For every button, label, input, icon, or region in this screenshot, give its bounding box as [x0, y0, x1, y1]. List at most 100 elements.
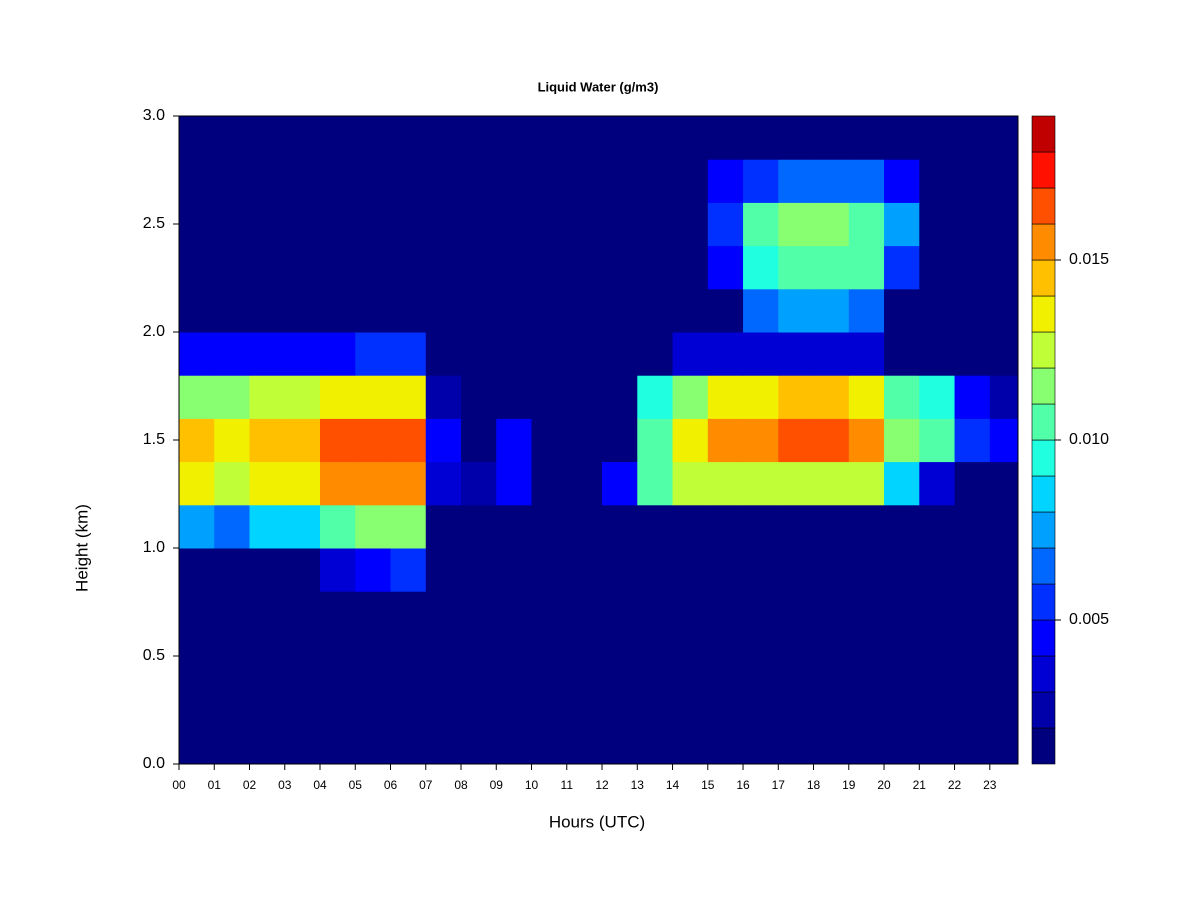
heatmap-cell — [179, 202, 215, 247]
heatmap-cell — [989, 504, 1019, 549]
heatmap-cell — [531, 245, 568, 290]
heatmap-cell — [848, 677, 885, 722]
heatmap-cell — [320, 202, 356, 247]
heatmap-cell — [355, 461, 392, 506]
heatmap-cell — [637, 504, 674, 549]
heatmap-cell — [179, 548, 215, 592]
heatmap-cell — [954, 116, 991, 160]
axes: 00 01 02 03 04 05 06 07 08 09 10 11 12 13 14 15 16 17 18 19… — [143, 107, 1109, 792]
heatmap-cell — [884, 116, 920, 160]
heatmap-cell — [390, 504, 427, 549]
heatmap-cell — [989, 375, 1019, 419]
heatmap-cell — [214, 461, 251, 506]
heatmap-cell — [214, 548, 251, 592]
heatmap-cell — [214, 720, 251, 765]
heatmap-cell — [249, 504, 286, 549]
heatmap-cell — [355, 202, 392, 247]
heatmap-cell — [602, 375, 638, 419]
heatmap-cell — [425, 375, 462, 419]
heatmap-cell — [390, 548, 427, 592]
heatmap-cell — [320, 591, 356, 635]
heatmap-cell — [179, 418, 215, 463]
heatmap-cell — [602, 245, 638, 290]
heatmap-cell — [848, 504, 885, 549]
heatmap-cell — [707, 418, 744, 463]
heatmap-cell — [989, 677, 1019, 722]
heatmap-cell — [320, 720, 356, 765]
heatmap-cell — [461, 720, 497, 765]
colorbar-band — [1031, 403, 1056, 441]
heatmap-cell — [531, 116, 568, 160]
heatmap-cell — [179, 461, 215, 506]
heatmap-cell — [778, 418, 815, 463]
heatmap-cell — [707, 591, 744, 635]
y-tick-label: 2.5 — [143, 215, 165, 232]
heatmap-cell — [919, 288, 956, 333]
heatmap-cell — [778, 720, 815, 765]
heatmap-cell — [707, 548, 744, 592]
y-tick-label: 0.0 — [143, 755, 165, 772]
heatmap-cell — [919, 677, 956, 722]
heatmap-cell — [531, 548, 568, 592]
heatmap-cell — [848, 159, 885, 203]
heatmap-cell — [884, 720, 920, 765]
heatmap-cell — [179, 288, 215, 333]
heatmap-cell — [566, 202, 603, 247]
heatmap-cell — [566, 548, 603, 592]
heatmap-cell — [637, 591, 674, 635]
heatmap-cell — [214, 288, 251, 333]
heatmap-cell — [813, 245, 850, 290]
heatmap-cell — [249, 720, 286, 765]
heatmap-cell — [249, 159, 286, 203]
heatmap-cell — [602, 332, 638, 376]
heatmap-cell — [355, 504, 392, 549]
heatmap-cell — [320, 375, 356, 419]
heatmap-cell — [461, 375, 497, 419]
heatmap-cell — [637, 375, 674, 419]
heatmap-cell — [355, 418, 392, 463]
heatmap-cell — [989, 159, 1019, 203]
heatmap-cell — [884, 634, 920, 679]
heatmap-cell — [813, 634, 850, 679]
heatmap-cell — [461, 418, 497, 463]
heatmap-cell — [743, 720, 779, 765]
heatmap-cell — [672, 548, 709, 592]
heatmap-cell — [743, 375, 779, 419]
heatmap-cell — [602, 720, 638, 765]
heatmap-cell — [531, 677, 568, 722]
heatmap-cell — [284, 548, 321, 592]
heatmap-cell — [672, 591, 709, 635]
heatmap-cell — [954, 375, 991, 419]
colorbar-band — [1031, 187, 1056, 225]
heatmap-cell — [672, 720, 709, 765]
heatmap-cell — [531, 159, 568, 203]
heatmap-cell — [778, 461, 815, 506]
heatmap-cell — [602, 634, 638, 679]
heatmap-cell — [602, 504, 638, 549]
heatmap-cell — [954, 288, 991, 333]
heatmap-cell — [566, 332, 603, 376]
heatmap-cell — [390, 461, 427, 506]
heatmap-cell — [390, 677, 427, 722]
heatmap-cell — [884, 288, 920, 333]
heatmap-cell — [848, 116, 885, 160]
heatmap-cell — [778, 677, 815, 722]
heatmap-cell — [496, 634, 533, 679]
heatmap-cell — [919, 375, 956, 419]
heatmap-cell — [813, 332, 850, 376]
heatmap-cell — [707, 116, 744, 160]
heatmap-cell — [566, 288, 603, 333]
colorbar-band — [1031, 151, 1056, 189]
heatmap-cell — [566, 677, 603, 722]
heatmap-cell — [637, 634, 674, 679]
heatmap-cell — [707, 634, 744, 679]
heatmap-cell — [989, 288, 1019, 333]
heatmap-cell — [672, 332, 709, 376]
heatmap-cell — [884, 504, 920, 549]
heatmap-cell — [461, 504, 497, 549]
heatmap-cell — [884, 202, 920, 247]
heatmap-cell — [778, 548, 815, 592]
heatmap-cell — [813, 202, 850, 247]
x-tick-label: 08 — [454, 778, 468, 792]
